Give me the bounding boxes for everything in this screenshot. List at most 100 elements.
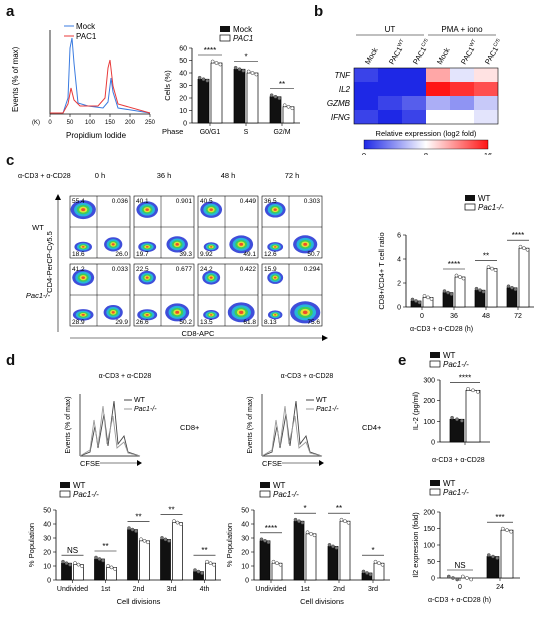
data-point [205,559,209,564]
stim-label: α-CD3 + α-CD28 [18,173,71,180]
y-tick-label: 4 [397,257,401,264]
stim-label: α-CD3 + α-CD28 [281,373,334,380]
data-point [305,530,310,535]
heatmap-cell [378,96,402,110]
y-tick-label: 200 [423,510,435,517]
significance-label: **** [204,46,216,55]
data-point [449,292,454,296]
data-point [197,75,202,80]
data-point [454,273,459,278]
data-point [365,571,369,575]
bar-series-2 [500,529,514,579]
heatmap-cell [426,96,450,110]
data-point [113,567,117,571]
data-point [410,297,415,302]
data-point [339,517,344,522]
legend-label-2: Pac1-/- [443,488,469,497]
pi-histogram: Mock PAC1 Events (% of max) (K) 0 50 100 15… [11,22,156,140]
cell-type-label: CD8+ [180,423,200,432]
data-point [414,299,418,303]
legend-swatch-1 [430,352,440,358]
data-point [200,571,204,575]
significance-label: * [244,52,247,61]
data-point [460,574,465,579]
cfse-histogram-cd4: α-CD3 + α-CD28 WT Pac1-/- CD4+ Events (% of … [247,373,382,468]
y-tick-label: 2 [397,281,401,288]
heatmap-row-label: IL2 [339,85,351,94]
time-label: 72 h [285,171,300,180]
heatmap-cell [378,82,402,96]
data-point [525,247,530,252]
data-point [469,577,474,582]
data-point [282,103,287,108]
data-point [490,266,494,271]
data-point [241,68,246,73]
legend-swatch-1 [465,195,475,201]
quadrant-value: 15.9 [264,266,277,273]
legend-mock: Mock [76,22,96,31]
x-tick-label: Undivided [255,586,286,593]
y-axis-label: % Population [225,523,234,567]
quadrant-value: 28.9 [72,319,85,326]
row-label: WT [32,223,44,232]
heatmap-column-label: PAC1WT [459,38,480,66]
hist-legend: Mock PAC1 [64,22,97,41]
data-point [509,529,514,534]
panel-label-a: a [6,3,15,20]
heatmap-cell [354,96,378,110]
heatmap-cell [402,110,426,124]
data-point [271,559,276,564]
bar-series-2 [210,62,223,124]
panel-label-b: b [314,3,324,20]
data-point [458,275,462,279]
significance-label: ** [135,513,141,522]
data-point [474,286,479,291]
flow-plot: 22.5 0.677 26.6 50.2 [133,263,195,327]
data-point [334,546,339,550]
hist-xtick: 250 [145,120,156,126]
panel-label-c: c [6,152,15,169]
data-point [493,268,498,272]
hist-x-axis-label: CFSE [262,459,282,468]
bar-series-2 [139,540,150,581]
significance-label: ** [168,506,174,515]
heatmap-row-label: IFNG [331,113,350,122]
heatmap-cell [450,68,474,82]
data-point [426,295,430,300]
significance-label: **** [512,231,524,240]
heatmap-column-label: PAC1C/S [411,37,433,66]
pac1-histogram-line [50,59,151,114]
significance-label: ** [102,542,108,551]
colorbar-label: Relative expression (log2 fold) [376,129,477,138]
y-tick-label: 20 [241,550,249,557]
quadrant-value: 0.033 [112,266,129,273]
data-point [163,537,168,542]
heatmap-cell [354,68,378,82]
data-point [275,561,279,566]
quadrant-value: 75.6 [307,319,320,326]
quadrant-value: 13.5 [200,319,213,326]
data-point [417,300,422,305]
heatmap-cell [354,82,378,96]
legend-swatch-1 [60,482,70,488]
ko-histogram-line [261,405,323,457]
hist-y-axis-label: Events (% of max) [65,396,72,453]
flow-plot: 41.2 0.033 28.9 29.9 [69,263,131,327]
data-point [68,562,72,567]
data-point [478,288,482,292]
data-point [254,72,259,77]
significance-label: ** [336,504,342,513]
legend-swatch-2 [464,203,476,211]
data-point [380,562,385,567]
quadrant-value: 26.6 [136,319,149,326]
hist-x-axis-label: CFSE [80,459,100,468]
heatmap-cell [426,110,450,124]
significance-label: **** [265,524,277,533]
hist-xunit: (K) [32,120,40,126]
significance-label: ** [201,546,207,555]
heatmap-cell [450,82,474,96]
